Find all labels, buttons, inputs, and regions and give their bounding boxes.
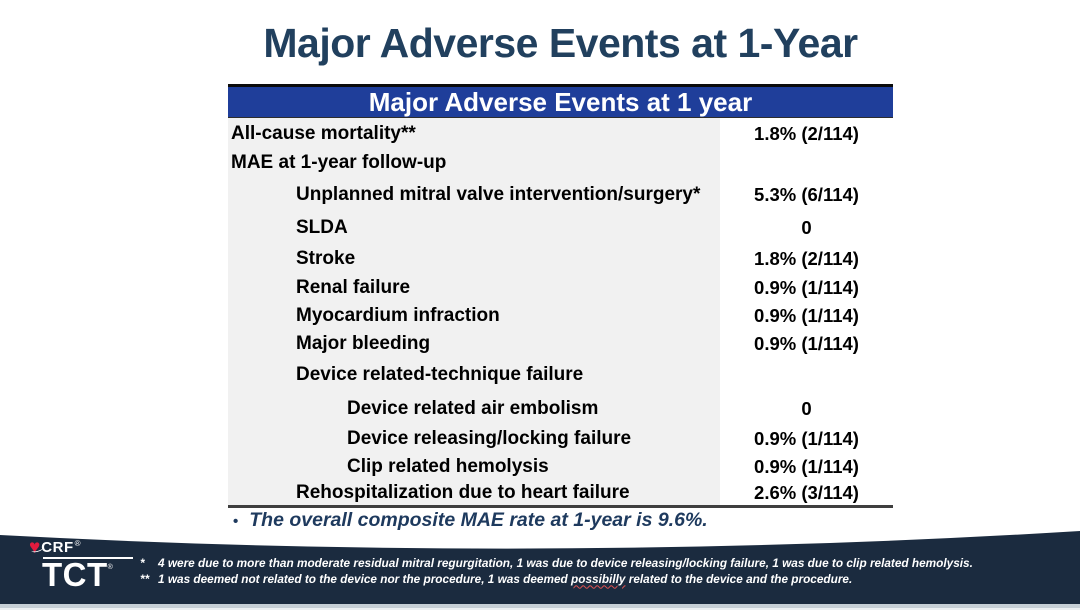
row-label: Rehospitalization due to heart failure <box>296 482 630 503</box>
footnotes: * 4 were due to more than moderate resid… <box>140 556 973 587</box>
table-row: Device related-technique failure <box>228 358 893 392</box>
logo-divider <box>43 557 133 559</box>
summary-bullet: • The overall composite MAE rate at 1-ye… <box>233 509 708 532</box>
row-label: Major bleeding <box>296 333 431 354</box>
row-value: 0.9% (1/114) <box>754 456 859 477</box>
table-row: Myocardium infraction 0.9% (1/114) <box>228 302 893 330</box>
row-value: 0.9% (1/114) <box>754 305 859 326</box>
table-row: Rehospitalization due to heart failure 2… <box>228 481 893 505</box>
footer-bottom-edge <box>0 608 1080 610</box>
row-value: 0.9% (1/114) <box>754 277 859 298</box>
row-label: MAE at 1-year follow-up <box>231 152 447 173</box>
footnote-1: * 4 were due to more than moderate resid… <box>140 556 973 572</box>
table-row: All-cause mortality** 1.8% (2/114) <box>228 118 893 149</box>
row-label: Device releasing/locking failure <box>347 428 632 449</box>
table-row: Clip related hemolysis 0.9% (1/114) <box>228 453 893 481</box>
crf-tct-logo: ♥ CRF ® TCT ® <box>28 537 146 593</box>
tct-logo-row: TCT ® <box>28 556 146 593</box>
row-label: Unplanned mitral valve intervention/surg… <box>296 183 701 205</box>
footnote-2: ** 1 was deemed not related to the devic… <box>140 572 973 588</box>
registered-mark: ® <box>107 564 113 571</box>
footnote-marker: ** <box>140 571 150 586</box>
footer-bottom-strip <box>0 604 1080 608</box>
row-value: 1.8% (2/114) <box>754 122 859 144</box>
row-label: Clip related hemolysis <box>347 456 549 477</box>
row-label: All-cause mortality** <box>231 122 416 144</box>
row-value: 0 <box>801 216 812 238</box>
footnote-text: 4 were due to more than moderate residua… <box>158 556 973 570</box>
table-body: All-cause mortality** 1.8% (2/114) MAE a… <box>228 118 893 508</box>
table-row: Renal failure 0.9% (1/114) <box>228 274 893 302</box>
row-label: SLDA <box>296 216 348 238</box>
crf-logo-row: ♥ CRF ® <box>28 537 146 558</box>
table-header: Major Adverse Events at 1 year <box>228 84 893 118</box>
table-row: MAE at 1-year follow-up <box>228 149 893 177</box>
table-row: Device related air embolism 0 <box>228 392 893 425</box>
row-label: Renal failure <box>296 277 411 298</box>
row-value: 2.6% (3/114) <box>754 482 859 503</box>
registered-mark: ® <box>74 539 81 548</box>
row-label: Stroke <box>296 247 356 269</box>
table-row: Stroke 1.8% (2/114) <box>228 243 893 274</box>
table-row: Unplanned mitral valve intervention/surg… <box>228 177 893 212</box>
row-value: 0 <box>801 397 812 419</box>
row-label: Myocardium infraction <box>296 305 500 326</box>
row-value: 5.3% (6/114) <box>754 183 859 205</box>
mae-events-table: Major Adverse Events at 1 year All-cause… <box>228 84 893 508</box>
tct-label: TCT <box>42 556 108 593</box>
table-row: SLDA 0 <box>228 212 893 243</box>
table-row: Device releasing/locking failure 0.9% (1… <box>228 425 893 453</box>
footer-wave <box>0 531 1080 604</box>
footnote-marker: * <box>140 556 145 570</box>
footnote-text-before: 1 was deemed not related to the device n… <box>158 571 572 586</box>
bullet-text: The overall composite MAE rate at 1-year… <box>249 509 708 531</box>
table-row: Major bleeding 0.9% (1/114) <box>228 330 893 358</box>
footnote-text-after: related to the device and the procedure. <box>625 571 853 586</box>
row-value: 0.9% (1/114) <box>754 333 859 354</box>
bullet-marker: • <box>233 513 239 530</box>
misspelled-word: possibilly <box>571 571 626 586</box>
row-value: 0.9% (1/114) <box>754 428 859 449</box>
row-value: 1.8% (2/114) <box>754 247 859 269</box>
slide-title: Major Adverse Events at 1-Year <box>263 20 858 66</box>
crf-label: CRF <box>41 539 74 556</box>
row-label: Device related-technique failure <box>296 364 584 385</box>
heart-icon: ♥ <box>29 537 41 558</box>
footnote-text: 1 was deemed not related to the device n… <box>158 572 852 588</box>
row-label: Device related air embolism <box>347 397 599 419</box>
